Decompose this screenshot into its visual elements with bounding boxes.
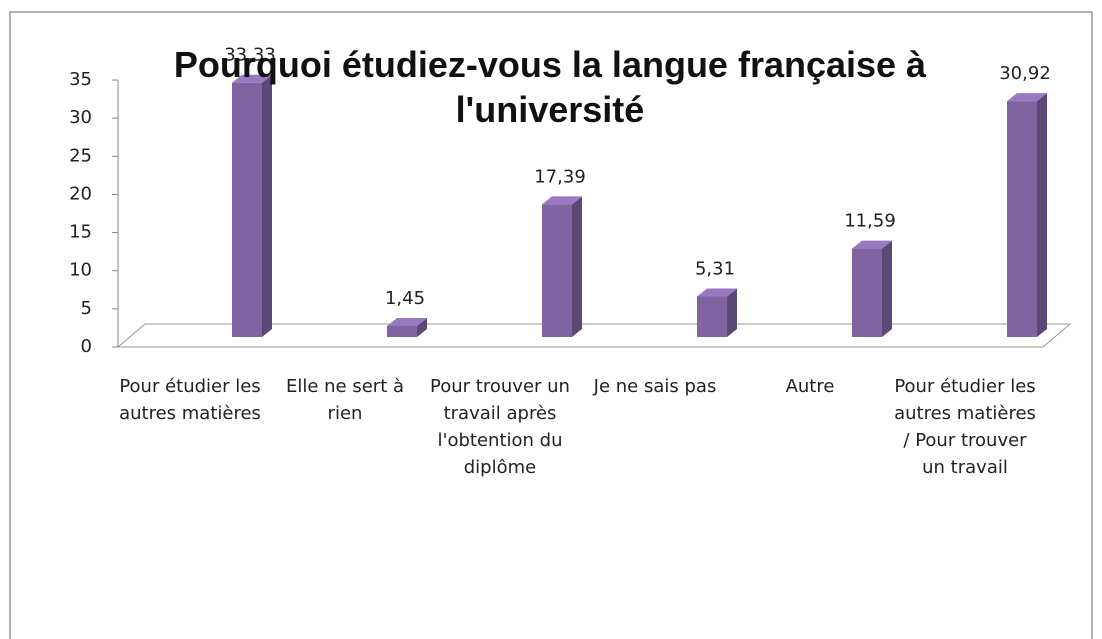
bar-top	[1007, 93, 1047, 102]
y-tick-label: 35	[69, 69, 92, 90]
frame	[9, 11, 1093, 639]
y-tick-label: 15	[69, 222, 92, 243]
bar-top	[852, 240, 892, 249]
bar	[232, 82, 262, 337]
data-label: 5,31	[695, 258, 735, 279]
y-tick-label: 5	[81, 298, 92, 319]
data-label: 11,59	[844, 211, 896, 232]
y-tick-label: 25	[69, 145, 92, 166]
bar-side	[727, 288, 737, 337]
bar	[697, 296, 727, 337]
data-label: 33,33	[224, 45, 276, 66]
bar-top	[232, 74, 272, 83]
data-label: 30,92	[999, 63, 1051, 84]
chart-title: Pourquoi étudiez-vous la langue français…	[173, 44, 927, 130]
bar-side	[417, 317, 427, 337]
bar-top	[542, 196, 582, 205]
bar	[542, 204, 572, 337]
bar-top	[697, 288, 737, 297]
x-tick-label: Elle ne sert à rien	[285, 376, 405, 424]
bar	[852, 248, 882, 337]
y-tick-label: 30	[69, 107, 92, 128]
bar	[1007, 101, 1037, 337]
y-tick-label: 0	[81, 336, 92, 357]
data-label: 17,39	[534, 166, 586, 187]
bar-side	[1037, 93, 1047, 337]
bar-side	[882, 240, 892, 337]
y-tick-label: 10	[69, 260, 92, 281]
data-label: 1,45	[385, 288, 425, 309]
bar-top	[387, 317, 427, 326]
bar-side	[262, 74, 272, 337]
bar	[387, 325, 417, 337]
bar-side	[572, 196, 582, 337]
floor	[116, 323, 1072, 348]
x-tick-label: Pour trouver un travail après l'obtentio…	[430, 376, 570, 478]
y-tick-label: 20	[69, 183, 92, 204]
x-tick-label: Autre	[785, 376, 835, 397]
x-tick-label: Pour étudier les autres matières / Pour …	[894, 376, 1036, 478]
x-tick-label: Pour étudier les autres matières	[119, 376, 261, 424]
x-tick-label: Je ne sais pas	[593, 376, 717, 397]
